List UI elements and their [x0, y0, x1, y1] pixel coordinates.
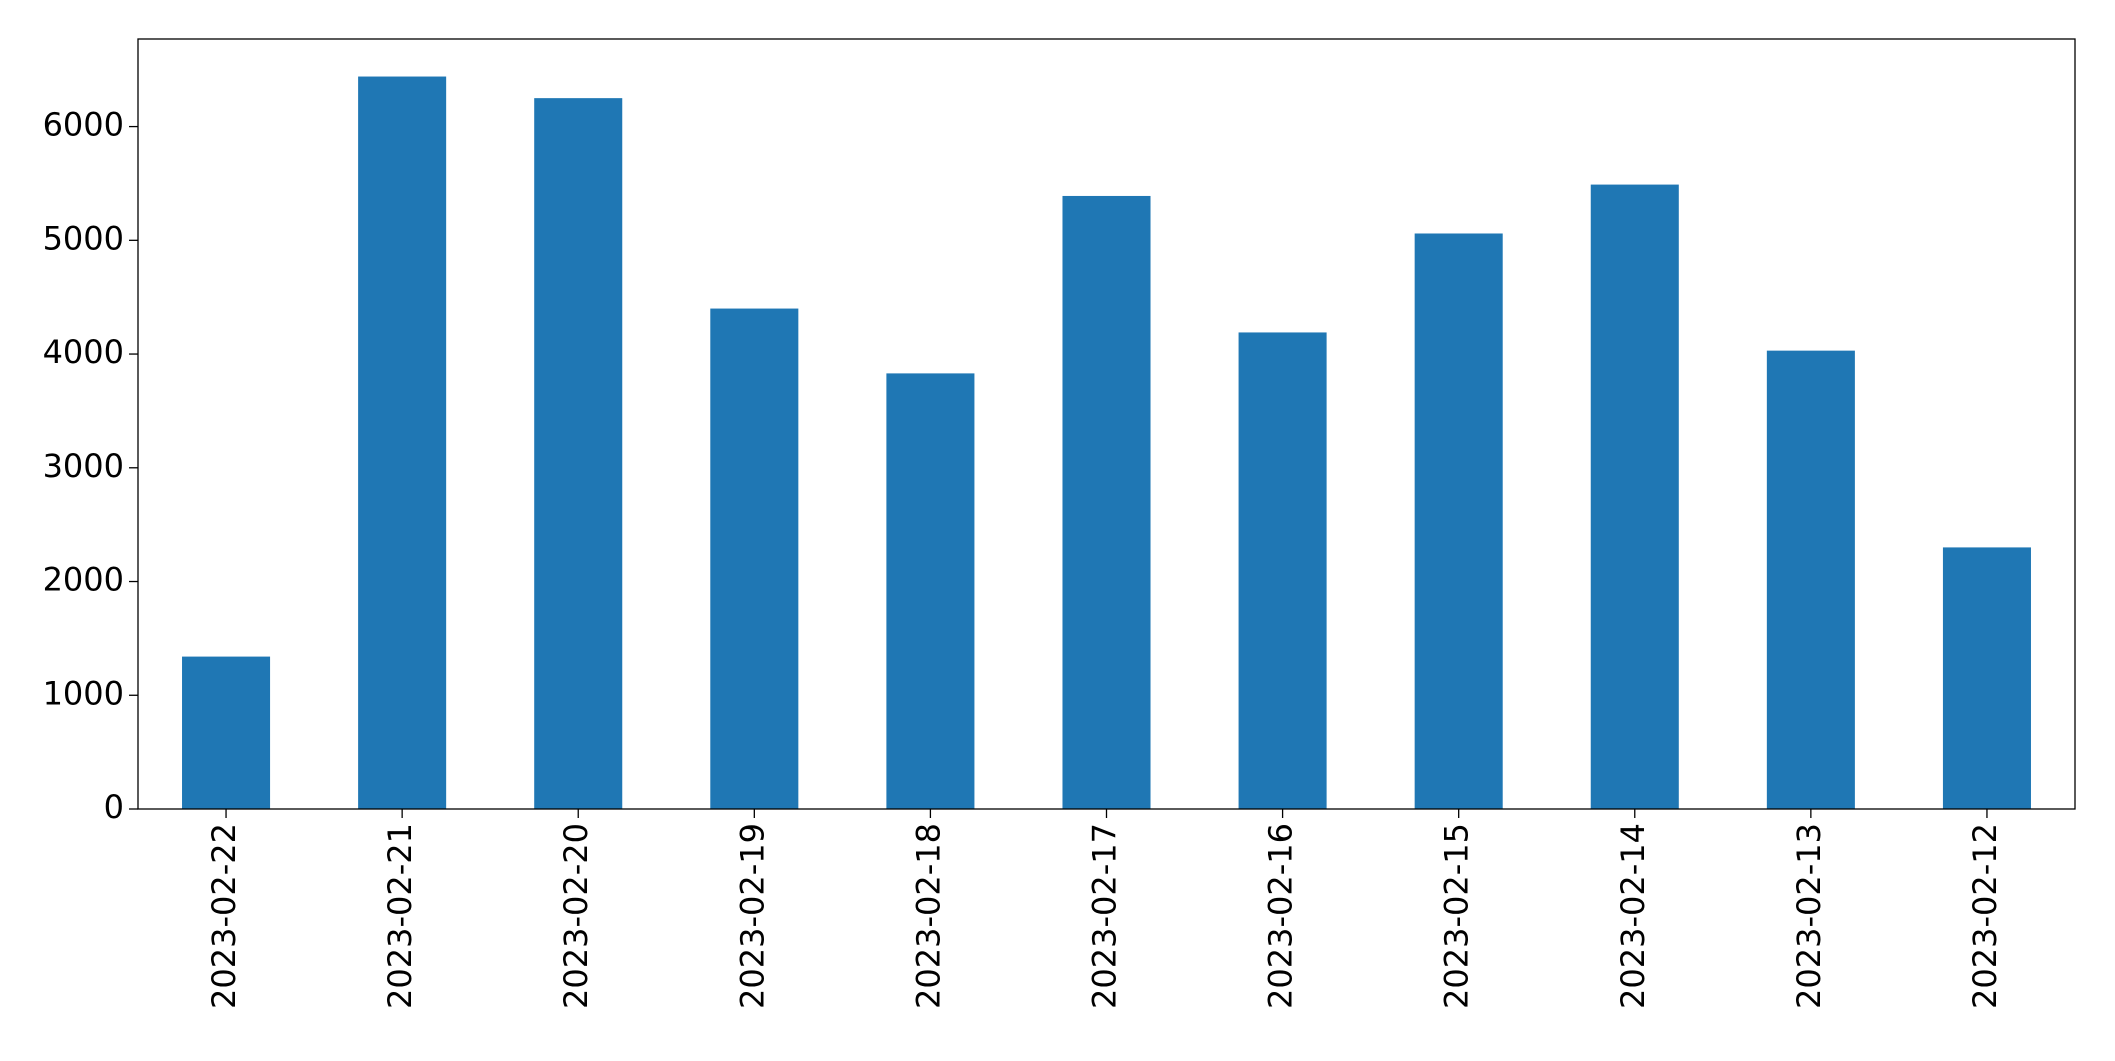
x-tick-label: 2023-02-19	[733, 823, 771, 1009]
bar	[1414, 233, 1503, 809]
x-tick-label: 2023-02-15	[1438, 823, 1476, 1009]
x-tick-label: 2023-02-16	[1262, 823, 1300, 1009]
x-tick-label: 2023-02-13	[1790, 823, 1828, 1009]
y-tick-label: 3000	[43, 447, 124, 485]
y-tick-label: 5000	[43, 219, 124, 257]
bar	[710, 308, 799, 809]
bar	[358, 76, 447, 810]
bar	[1942, 547, 2031, 809]
bar	[1062, 195, 1151, 810]
y-tick-label: 2000	[43, 561, 124, 599]
bar	[1766, 350, 1855, 809]
x-tick-label: 2023-02-17	[1086, 823, 1124, 1009]
y-tick-label: 6000	[43, 106, 124, 144]
x-tick-label: 2023-02-21	[381, 823, 419, 1009]
y-tick-label: 1000	[43, 674, 124, 712]
x-tick-label: 2023-02-20	[557, 823, 595, 1009]
x-tick-label: 2023-02-12	[1966, 823, 2004, 1009]
bar	[886, 373, 975, 809]
y-tick-label: 4000	[43, 333, 124, 371]
x-tick-label: 2023-02-22	[205, 823, 243, 1009]
bar	[1590, 184, 1679, 810]
bar	[1238, 332, 1327, 809]
bar	[182, 656, 271, 809]
bar	[534, 98, 623, 809]
x-tick-label: 2023-02-14	[1614, 823, 1652, 1009]
y-tick-label: 0	[104, 788, 124, 826]
plot-frame	[137, 38, 2076, 810]
x-tick-label: 2023-02-18	[909, 823, 947, 1009]
